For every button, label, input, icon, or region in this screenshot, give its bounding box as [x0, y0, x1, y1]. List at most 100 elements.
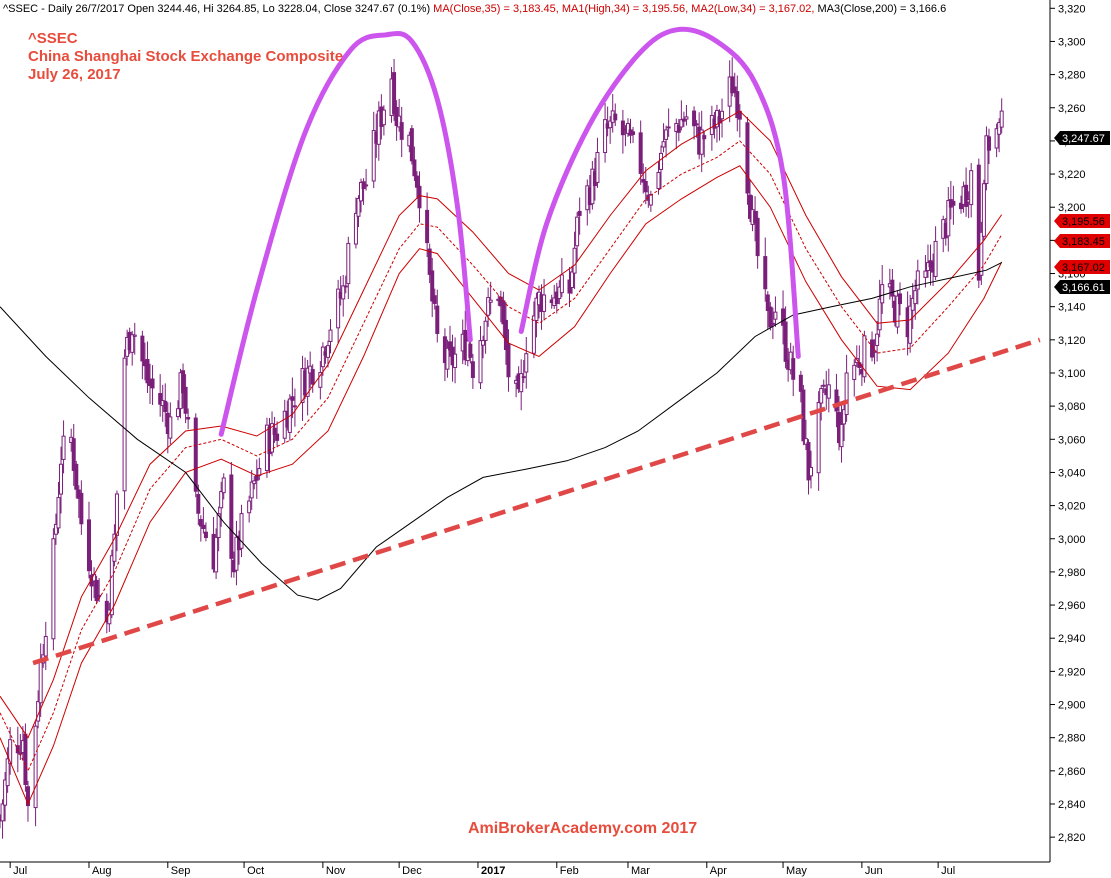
- candle-body: [575, 216, 580, 247]
- candle-body: [221, 477, 226, 494]
- candle-body: [679, 119, 684, 128]
- candle-body: [951, 200, 956, 206]
- value-tag-bg: [1054, 214, 1110, 228]
- watermark: AmiBrokerAcademy.com 2017: [468, 820, 697, 837]
- y-tick-label: 2,920: [1058, 666, 1086, 678]
- candle-body: [664, 129, 669, 140]
- double-top-arc-1: [218, 30, 473, 437]
- candle-body: [239, 513, 244, 549]
- candle-body: [23, 733, 28, 786]
- y-tick-label: 2,900: [1058, 700, 1086, 712]
- y-tick-label: 2,960: [1058, 600, 1086, 612]
- candle-body: [272, 427, 277, 435]
- candle-body: [5, 758, 10, 787]
- y-tick-label: 2,940: [1058, 633, 1086, 645]
- candle-body: [0, 803, 5, 822]
- candle-body: [216, 513, 221, 539]
- candle-body: [214, 536, 219, 573]
- candle-body: [534, 297, 539, 322]
- candle-body: [631, 131, 636, 135]
- candle-body: [730, 76, 735, 94]
- x-tick-label: 2017: [481, 865, 505, 877]
- candle-body: [702, 135, 707, 140]
- candle-body: [681, 118, 686, 122]
- candle-body: [181, 370, 186, 394]
- candle-body: [51, 538, 56, 640]
- chart-header: ^SSEC - Daily 26/7/2017 Open 3244.46, Hi…: [3, 3, 946, 15]
- candle-body: [150, 378, 155, 389]
- candle-body: [521, 376, 526, 379]
- candle-body: [875, 333, 880, 346]
- header-segment-3: MA2(Low,34) = 3,167.02,: [691, 3, 817, 15]
- candle-body: [343, 285, 348, 288]
- candle-body: [94, 579, 99, 602]
- candle-body: [933, 240, 938, 277]
- candle-body: [341, 285, 346, 300]
- candle-body: [613, 113, 618, 121]
- candle-body: [608, 120, 613, 129]
- candle-body: [531, 315, 536, 354]
- title-line-1: ^SSEC: [28, 30, 78, 47]
- support-trendline: [32, 337, 1041, 666]
- candle-body: [8, 739, 13, 764]
- candle-body: [325, 345, 330, 358]
- candle-body: [852, 364, 857, 380]
- candle-body: [809, 466, 814, 477]
- candle-body: [870, 339, 875, 358]
- y-tick-label: 3,120: [1058, 335, 1086, 347]
- candle-body: [524, 353, 529, 373]
- candle-body: [643, 181, 648, 193]
- candle-body: [910, 297, 915, 311]
- y-tick-label: 3,220: [1058, 169, 1086, 181]
- candle-body: [488, 299, 493, 303]
- candle-body: [755, 217, 760, 257]
- candle-body: [353, 212, 358, 245]
- candle-body: [638, 132, 643, 174]
- value-tag-bg: [1054, 234, 1110, 248]
- candle-body: [692, 110, 697, 127]
- y-tick-label: 3,320: [1058, 3, 1086, 15]
- ma-low-34-line: [0, 165, 1003, 806]
- candle-body: [453, 353, 458, 369]
- x-tick-label: Jul: [13, 865, 27, 877]
- candle-body: [839, 423, 844, 448]
- x-axis: Jul Aug Sep Oct Nov Dec 2017 Feb Mar Apr May Jun Jul: [9, 862, 955, 877]
- y-tick-label: 3,280: [1058, 70, 1086, 82]
- candle-body: [542, 294, 547, 312]
- y-tick-label: 2,820: [1058, 832, 1086, 844]
- candle-body: [290, 396, 295, 401]
- candle-body: [397, 115, 402, 128]
- y-tick-label: 3,100: [1058, 368, 1086, 380]
- candle-body: [745, 122, 750, 194]
- candle-body: [198, 519, 203, 527]
- x-tick-label: May: [786, 865, 807, 877]
- ma-high-34-line: [0, 110, 1003, 739]
- candle-body: [356, 198, 361, 217]
- candle-body: [783, 321, 788, 362]
- candle-body: [478, 340, 483, 384]
- candle-body: [130, 334, 135, 353]
- candle-body: [414, 175, 419, 188]
- candle-body: [735, 91, 740, 119]
- candle-body: [114, 493, 119, 536]
- value-tag-label: 3,167.02: [1062, 262, 1105, 274]
- candle-body: [196, 494, 201, 514]
- candle-body: [109, 555, 114, 616]
- candle-body: [483, 320, 488, 341]
- x-tick-label: Nov: [326, 865, 346, 877]
- candle-body: [648, 194, 653, 206]
- candle-body: [666, 126, 671, 129]
- y-tick-label: 3,020: [1058, 501, 1086, 513]
- y-tick-label: 3,260: [1058, 103, 1086, 115]
- candle-body: [376, 110, 381, 145]
- candle-body: [877, 298, 882, 331]
- candle-body: [193, 417, 198, 492]
- candle-body: [819, 388, 824, 404]
- candle-body: [249, 481, 254, 499]
- y-tick-label: 2,880: [1058, 733, 1086, 745]
- candle-body: [895, 295, 900, 328]
- candle-body: [826, 384, 831, 399]
- candle-body: [425, 209, 430, 244]
- candle-body: [412, 159, 417, 177]
- y-tick-label: 3,140: [1058, 302, 1086, 314]
